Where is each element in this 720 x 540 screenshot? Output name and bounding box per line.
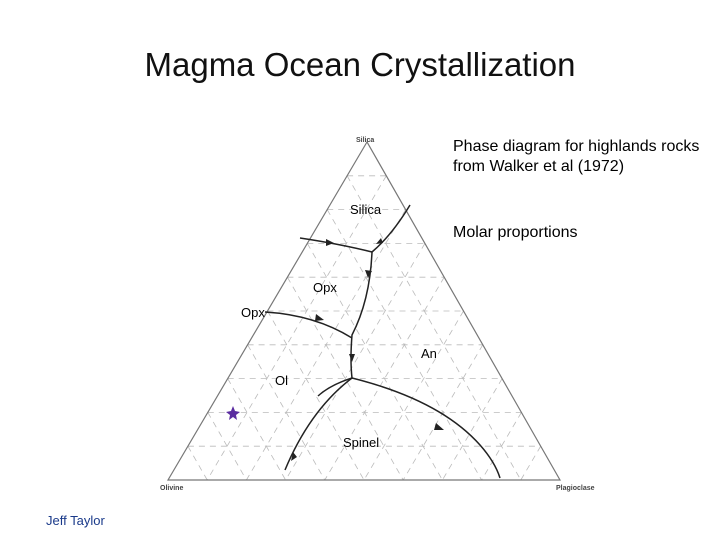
boundary-curve [371,204,411,253]
grid-line [227,378,286,481]
corner-label: Olivine [160,485,183,492]
arrow [434,423,444,430]
grid-line [346,175,522,481]
grid-line [481,412,522,481]
grid-line [206,175,387,481]
field-label: Opx [313,280,337,295]
grid-line [285,243,426,481]
boundary-curve [284,377,353,471]
description: Phase diagram for highlands rocks from W… [453,138,700,175]
arrows [291,238,444,461]
arrow [315,314,324,321]
grid-line [187,446,208,481]
arrow [291,452,297,461]
boundary-curve [317,377,353,397]
grid-line [326,209,482,481]
boundary-curve [350,251,373,379]
field-label: Opx [241,305,265,320]
arrow [349,354,355,362]
grid-line [363,310,464,481]
grid-line [442,378,503,481]
boundary-curve [264,311,353,339]
arrow [365,270,372,278]
author: Jeff Taylor [46,513,105,528]
field-label: Silica [350,202,382,217]
boundary-curve [351,377,501,479]
grid-line [520,445,542,481]
corner-label: Silica [356,137,374,144]
note: Molar proportions [453,224,578,241]
grid-line [306,243,443,481]
field-label: Ol [275,373,288,388]
arrow [376,238,383,244]
field-label: An [421,346,437,361]
grid [187,175,542,481]
sample-marker [226,406,240,420]
grid-line [246,209,406,481]
triangle [166,140,562,481]
arrow [326,239,334,246]
boundary-curve [299,237,373,253]
corner-label: Plagioclase [556,485,595,492]
field-label: Spinel [343,435,379,450]
slide-title: Magma Ocean Crystallization [144,46,576,83]
